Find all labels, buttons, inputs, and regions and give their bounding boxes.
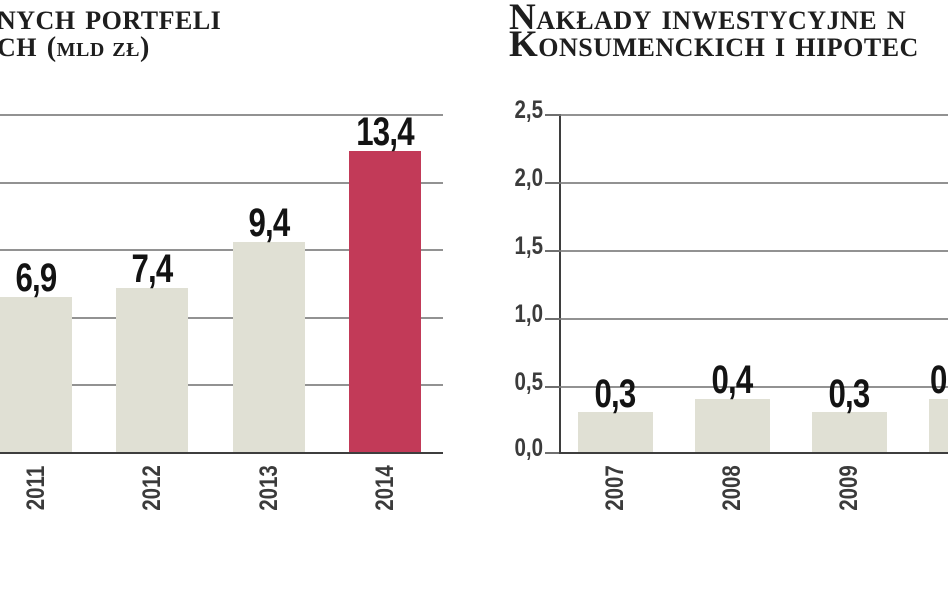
year-label-2012: 2012 (138, 465, 166, 511)
value-label-2013: 9,4 (248, 201, 290, 245)
year-label-2007: 2007 (601, 465, 629, 511)
y-axis-label-1-0: 1,0 (514, 300, 543, 328)
gridline (561, 250, 948, 252)
value-label-2012: 7,4 (131, 247, 173, 291)
bar-partial-right-edge (929, 399, 948, 453)
gridline (561, 182, 948, 184)
value-label-2011: 6,9 (15, 256, 57, 300)
chart-left-title-line1: nych portfeli (0, 0, 222, 38)
x-axis-baseline (559, 452, 948, 454)
chart-right-title-line1: Nakłady inwestycyjne n (509, 0, 907, 38)
year-label-2009: 2009 (835, 465, 863, 511)
value-label-2008: 0,4 (711, 358, 753, 402)
x-axis-baseline (0, 452, 443, 454)
y-axis-tick (545, 114, 561, 116)
y-axis-tick (545, 182, 561, 184)
y-axis-tick (545, 250, 561, 252)
chart-left-title-line2: ch (0, 24, 47, 65)
gridline (0, 182, 443, 184)
y-axis-label-1-5: 1,5 (514, 232, 543, 260)
bar-2013 (233, 242, 305, 453)
bar-2009 (812, 412, 887, 453)
value-label-partial-right-edge: 0 (930, 358, 947, 402)
y-axis-tick (545, 386, 561, 388)
value-label-2007: 0,3 (594, 372, 636, 416)
year-label-2014: 2014 (371, 465, 399, 511)
bar-2011 (0, 297, 72, 453)
gridline (0, 384, 443, 386)
y-axis-line (559, 114, 561, 454)
year-label-2011: 2011 (22, 465, 50, 511)
gridline (561, 114, 948, 116)
chart-right-title: Nakłady inwestycyjne n Konsumenckich i h… (509, 0, 919, 63)
year-label-2008: 2008 (718, 465, 746, 511)
gridline (561, 318, 948, 320)
gridline (0, 114, 443, 116)
y-axis-label-2-5: 2,5 (514, 96, 543, 124)
gridline (0, 249, 443, 251)
year-label-2013: 2013 (255, 465, 283, 511)
chart-left-title: nych portfeli ch (mld zł) (0, 0, 221, 63)
value-label-2014: 13,4 (356, 110, 414, 154)
chart-right-title-line2: Konsumenckich i hipotec (509, 24, 919, 65)
bar-2012 (116, 288, 188, 453)
chart-left-title-unit: (mld zł) (46, 32, 150, 63)
y-axis-label-2-0: 2,0 (514, 164, 543, 192)
bar-2007 (578, 412, 653, 453)
y-axis-tick (545, 452, 561, 454)
bar-2008 (695, 399, 770, 453)
bar-2014-highlight (349, 151, 421, 453)
y-axis-label-0-5: 0,5 (514, 368, 543, 396)
gridline (0, 317, 443, 319)
y-axis-tick (545, 318, 561, 320)
gridline (561, 386, 948, 388)
y-axis-label-0-0: 0,0 (514, 434, 543, 462)
value-label-2009: 0,3 (828, 372, 870, 416)
